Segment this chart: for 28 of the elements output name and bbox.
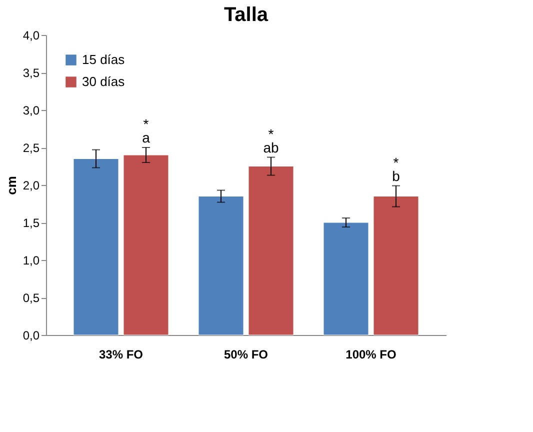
annotation: ab [263,139,279,156]
y-tick-label: 0,0 [22,328,40,342]
annotation: * [268,126,274,142]
annotation: * [143,116,150,132]
y-axis-title: cm [4,176,19,195]
y-tick-label: 3,5 [22,66,40,80]
annotation: a [142,130,150,146]
x-tick-label: 33% FO [98,348,144,362]
bar [73,158,119,336]
annotation: * [393,154,400,170]
y-tick-label: 4,0 [22,28,40,42]
bar [323,222,369,336]
legend-label: 15 días [82,52,126,67]
bar [373,196,419,336]
y-tick-label: 2,0 [22,178,40,192]
y-tick-label: 3,0 [22,104,40,118]
x-tick-label: 50% FO [224,348,268,362]
legend-label: 30 días [82,74,126,89]
bar [198,196,244,336]
bar [248,166,294,336]
annotation: b [392,168,400,184]
y-tick-label: 0,5 [22,291,40,305]
chart-title: Talla [224,4,269,26]
y-tick-label: 1,0 [22,254,40,268]
y-tick-label: 2,5 [22,141,40,155]
y-tick-label: 1,5 [22,216,40,230]
x-tick-label: 100% FO [346,348,396,362]
bar [123,154,169,336]
